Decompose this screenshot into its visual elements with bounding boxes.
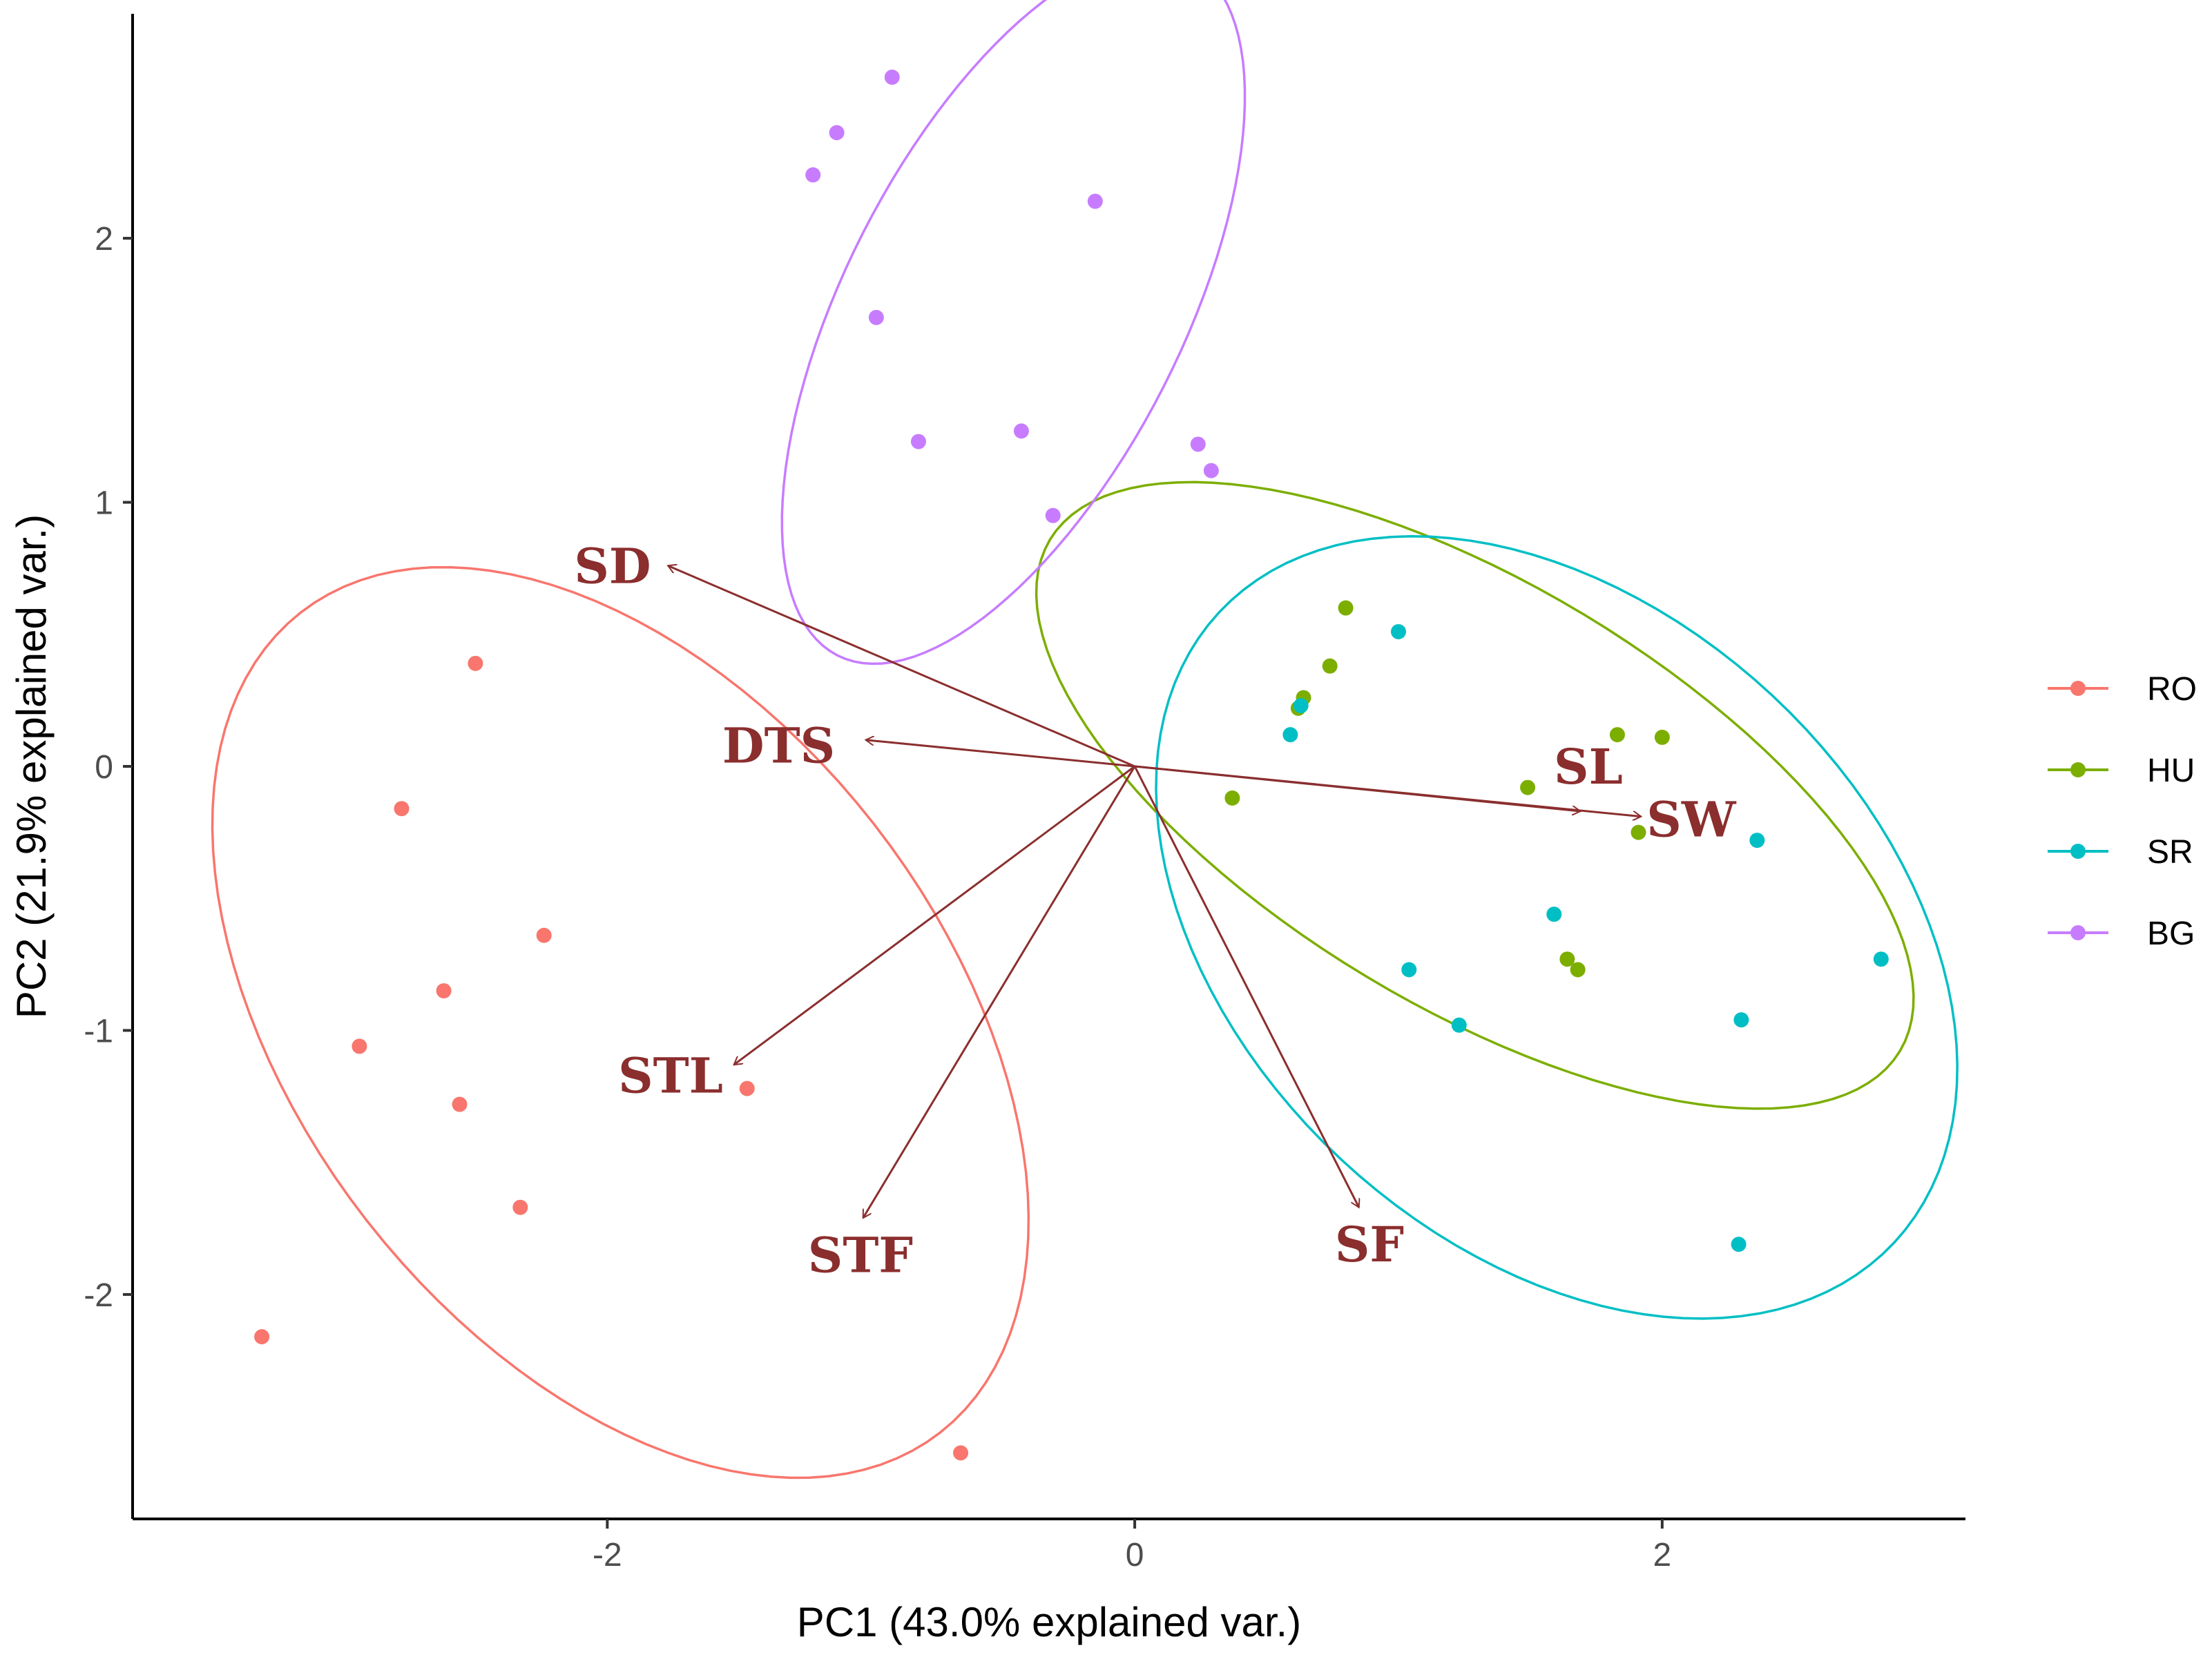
loading-label-sf: SF xyxy=(1335,1216,1404,1273)
legend-key-point xyxy=(2070,762,2086,777)
point-ro xyxy=(452,1096,468,1112)
loading-label-sd: SD xyxy=(574,537,651,594)
loading-label-sw: SW xyxy=(1646,791,1737,848)
point-sr xyxy=(1390,623,1406,639)
legend-label-sr: SR xyxy=(2147,834,2193,871)
point-sr xyxy=(1451,1017,1467,1033)
y-tick-label: -1 xyxy=(84,1013,113,1049)
ellipse-sr xyxy=(1155,534,1959,1320)
loading-arrow-stl xyxy=(734,765,1136,1066)
point-sr xyxy=(1293,698,1309,714)
point-ro xyxy=(254,1329,270,1345)
point-bg xyxy=(868,309,884,325)
x-axis-ticks: -2 0 2 xyxy=(593,1519,1671,1573)
loading-label-sl: SL xyxy=(1554,738,1623,795)
ellipse-bg xyxy=(780,0,1247,666)
legend-key-point xyxy=(2070,925,2086,940)
point-hu xyxy=(1570,962,1586,978)
point-sr xyxy=(1731,1237,1747,1252)
ellipse-hu xyxy=(1035,481,1915,1110)
legend-label-bg: BG xyxy=(2147,915,2195,952)
loading-label-dts: DTS xyxy=(722,717,835,774)
loading-arrow-sd xyxy=(668,565,1135,768)
loading-arrows: SD DTS STL STF SF SL SW xyxy=(574,537,1736,1283)
x-tick-label: -2 xyxy=(593,1537,622,1573)
point-ro xyxy=(512,1199,528,1215)
y-tick-label: 2 xyxy=(95,221,113,258)
point-bg xyxy=(829,125,845,141)
legend-key-point xyxy=(2070,681,2086,696)
point-bg xyxy=(1087,193,1103,209)
point-ro xyxy=(394,801,410,817)
point-bg xyxy=(805,167,821,183)
loading-arrow-sw xyxy=(1134,765,1641,817)
point-bg xyxy=(1045,507,1061,523)
loading-arrow-stf xyxy=(862,766,1136,1218)
point-sr xyxy=(1733,1012,1749,1028)
point-hu xyxy=(1654,729,1670,745)
point-hu xyxy=(1322,658,1338,674)
legend: RO HU SR BG xyxy=(2048,671,2197,952)
loading-label-stl: STL xyxy=(618,1047,723,1104)
x-tick-label: 2 xyxy=(1653,1537,1671,1573)
point-hu xyxy=(1224,790,1240,806)
point-bg xyxy=(884,69,900,85)
point-ro xyxy=(352,1038,367,1054)
point-sr xyxy=(1546,907,1562,922)
point-hu xyxy=(1609,727,1625,743)
point-hu xyxy=(1520,779,1536,795)
point-hu xyxy=(1559,951,1575,967)
point-hu xyxy=(1338,600,1354,616)
point-bg xyxy=(1013,423,1029,439)
point-sr xyxy=(1401,962,1417,978)
loading-label-stf: STF xyxy=(808,1227,913,1284)
loading-arrow-dts xyxy=(866,740,1135,768)
x-axis-title: PC1 (43.0% explained var.) xyxy=(797,1599,1301,1645)
point-sr xyxy=(1873,951,1889,967)
point-bg xyxy=(1190,436,1206,452)
loading-arrow-sf xyxy=(1133,766,1359,1208)
point-bg xyxy=(910,434,926,449)
point-ro xyxy=(468,655,483,671)
y-tick-label: -2 xyxy=(84,1277,113,1314)
confidence-ellipses xyxy=(211,0,1959,1480)
x-tick-label: 0 xyxy=(1126,1537,1144,1573)
legend-key-point xyxy=(2070,844,2086,859)
ellipse-ro xyxy=(211,565,1030,1480)
point-ro xyxy=(536,927,552,943)
point-sr xyxy=(1749,833,1765,849)
point-ro xyxy=(953,1445,969,1461)
point-ro xyxy=(436,983,452,999)
data-points xyxy=(254,69,1889,1461)
point-sr xyxy=(1282,727,1298,743)
legend-label-hu: HU xyxy=(2147,753,2195,789)
y-axis-ticks: -2 -1 0 1 2 xyxy=(84,221,133,1314)
point-hu xyxy=(1631,824,1646,840)
y-tick-label: 0 xyxy=(95,749,113,786)
y-axis-title: PC2 (21.9% explained var.) xyxy=(8,514,55,1018)
y-tick-label: 1 xyxy=(95,485,113,522)
point-ro xyxy=(739,1081,755,1096)
legend-label-ro: RO xyxy=(2147,671,2197,708)
point-bg xyxy=(1203,463,1219,478)
